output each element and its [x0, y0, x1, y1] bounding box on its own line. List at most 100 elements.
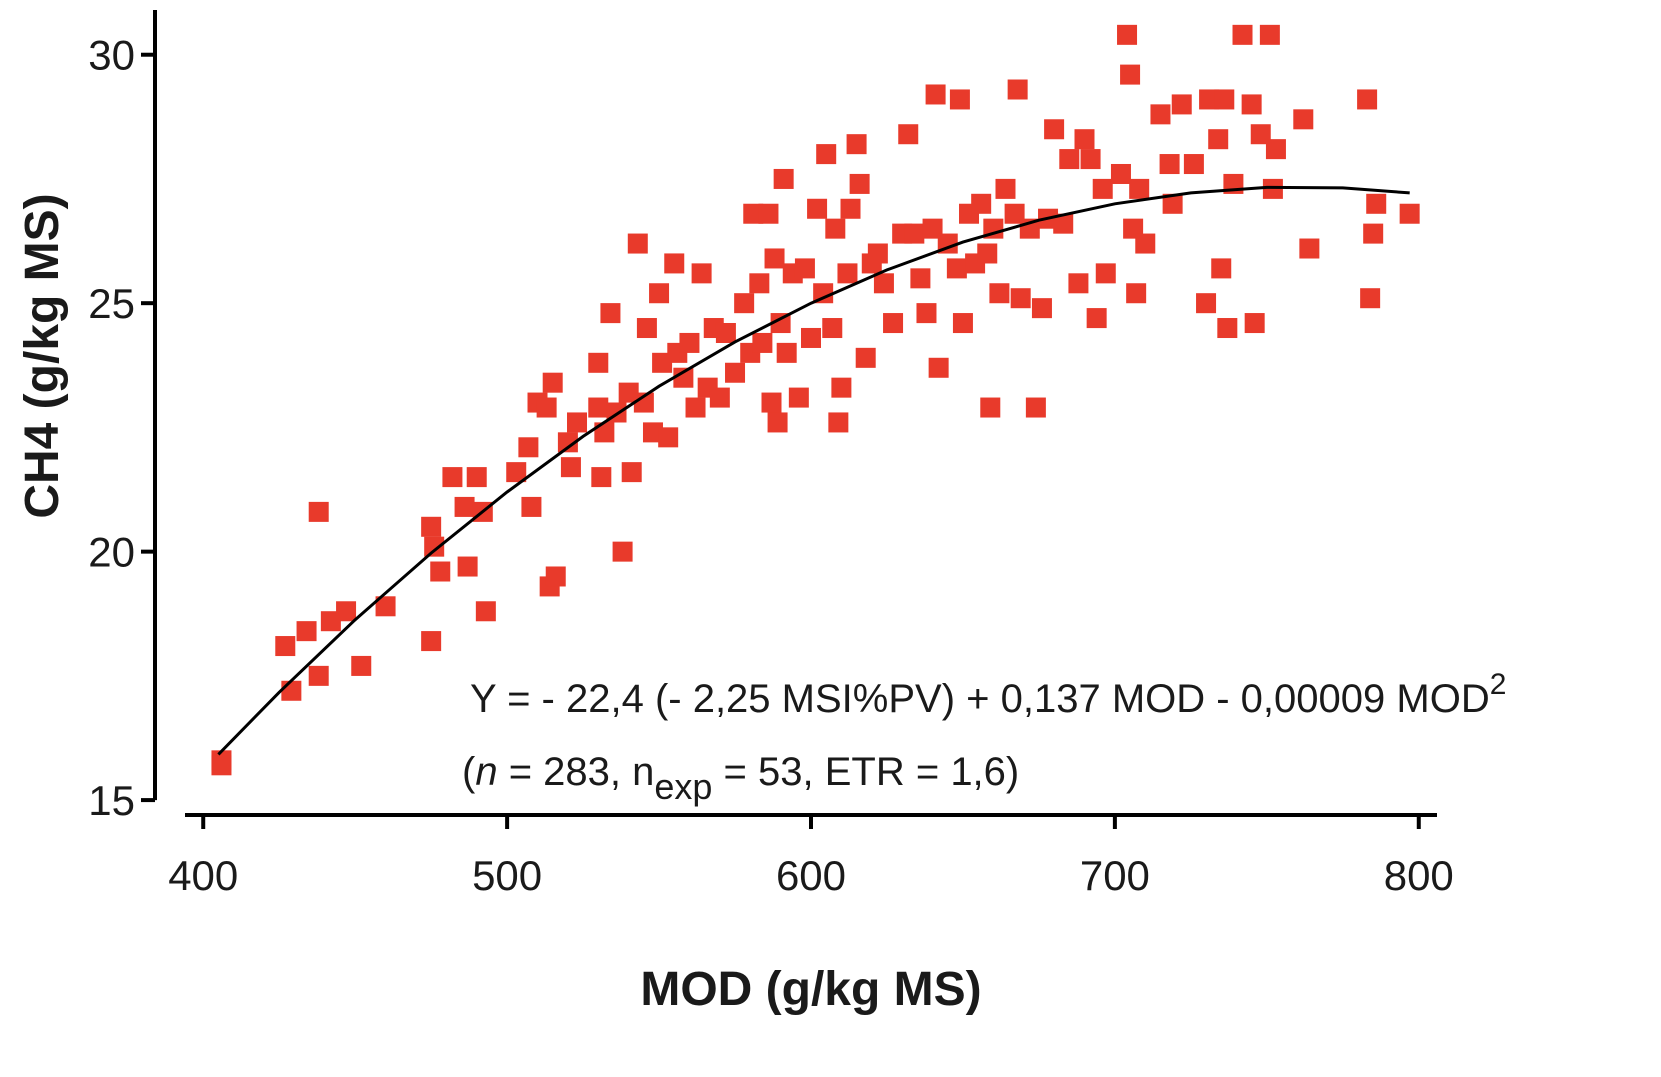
- scatter-point: [989, 283, 1010, 304]
- scatter-point: [421, 631, 442, 652]
- scatter-point: [898, 124, 919, 145]
- scatter-point: [773, 168, 794, 189]
- scatter-point: [846, 134, 867, 155]
- scatter-point: [375, 596, 396, 617]
- scatter-point: [752, 332, 773, 353]
- scatter-point: [633, 392, 654, 413]
- scatter-point: [1074, 129, 1095, 150]
- annotation-part: exp: [654, 766, 712, 807]
- scatter-point: [308, 665, 329, 686]
- scatter-point: [211, 755, 232, 776]
- scatter-point: [904, 223, 925, 244]
- scatter-point: [1232, 24, 1253, 45]
- scatter-point: [1360, 288, 1381, 309]
- scatter-point: [1196, 293, 1217, 314]
- scatter-point: [1363, 223, 1384, 244]
- scatter-point: [679, 332, 700, 353]
- scatter-point: [642, 422, 663, 443]
- scatter-point: [1135, 233, 1156, 254]
- scatter-point: [430, 561, 451, 582]
- scatter-point: [1265, 139, 1286, 160]
- scatter-point: [1162, 193, 1183, 214]
- scatter-point: [813, 283, 834, 304]
- scatter-point: [916, 303, 937, 324]
- scatter-point: [995, 178, 1016, 199]
- scatter-point: [1053, 213, 1074, 234]
- scatter-point: [652, 352, 673, 373]
- scatter-point: [925, 84, 946, 105]
- x-tick-label: 400: [168, 852, 238, 899]
- scatter-point: [1092, 178, 1113, 199]
- scatter-point: [1211, 258, 1232, 279]
- scatter-point: [281, 680, 302, 701]
- scatter-point: [296, 621, 317, 642]
- scatter-point: [816, 144, 837, 165]
- scatter-point: [767, 412, 788, 433]
- scatter-point: [1150, 104, 1171, 125]
- scatter-point: [618, 382, 639, 403]
- scatter-point: [421, 516, 442, 537]
- scatter-point: [600, 303, 621, 324]
- x-tick-label: 500: [472, 852, 542, 899]
- y-tick-label: 30: [88, 32, 135, 79]
- scatter-point: [709, 387, 730, 408]
- annotation-part: = 283, n: [498, 750, 655, 794]
- annotation-part: 2: [1490, 668, 1507, 701]
- scatter-point: [1357, 89, 1378, 110]
- scatter-point: [1399, 203, 1420, 224]
- scatter-point: [518, 437, 539, 458]
- scatter-point: [952, 313, 973, 334]
- y-axis-title: CH4 (g/kg MS): [16, 193, 69, 518]
- scatter-point: [977, 243, 998, 264]
- scatter-point: [567, 412, 588, 433]
- scatter-point: [621, 462, 642, 483]
- scatter-point: [1031, 298, 1052, 319]
- scatter-point: [557, 432, 578, 453]
- scatter-point: [1110, 163, 1131, 184]
- scatter-point: [1007, 79, 1028, 100]
- scatter-point: [275, 636, 296, 657]
- scatter-point: [627, 233, 648, 254]
- annotation-part: n: [475, 750, 497, 794]
- scatter-point: [636, 318, 657, 339]
- scatter-point: [1129, 178, 1150, 199]
- annotation-part: = 53, ETR = 1,6): [712, 750, 1019, 794]
- scatter-point: [758, 203, 779, 224]
- scatter-point: [1117, 24, 1138, 45]
- scatter-point: [1068, 273, 1089, 294]
- scatter-point: [776, 342, 797, 363]
- scatter-point: [822, 318, 843, 339]
- scatter-point: [1126, 283, 1147, 304]
- scatter-point: [591, 467, 612, 488]
- scatter-point: [725, 362, 746, 383]
- scatter-point: [1250, 124, 1271, 145]
- scatter-point: [536, 397, 557, 418]
- scatter-point: [1025, 397, 1046, 418]
- annotation: (n = 283, nexp = 53, ETR = 1,6): [462, 750, 1019, 807]
- scatter-point: [873, 273, 894, 294]
- scatter-point: [831, 377, 852, 398]
- annotation-part: (: [462, 750, 476, 794]
- scatter-point: [788, 387, 809, 408]
- scatter-point: [658, 427, 679, 448]
- scatter-point: [734, 293, 755, 314]
- scatter-point: [1010, 288, 1031, 309]
- scatter-point: [542, 372, 563, 393]
- scatter-point: [1183, 154, 1204, 175]
- scatter-point: [424, 536, 445, 557]
- scatter-point: [867, 243, 888, 264]
- scatter-point: [1241, 94, 1262, 115]
- scatter-point: [545, 566, 566, 587]
- scatter-point: [807, 198, 828, 219]
- scatter-point: [801, 327, 821, 348]
- scatter-point: [1171, 94, 1192, 115]
- scatter-point: [1086, 308, 1107, 329]
- scatter-point: [560, 457, 581, 478]
- scatter-point: [928, 357, 949, 378]
- annotation-part: Y = - 22,4 (- 2,25 MSI%PV) + 0,137 MOD -…: [470, 677, 1490, 721]
- scatter-point: [588, 397, 609, 418]
- scatter-point: [1366, 193, 1387, 214]
- scatter-point: [1080, 149, 1101, 170]
- annotation: Y = - 22,4 (- 2,25 MSI%PV) + 0,137 MOD -…: [470, 668, 1506, 721]
